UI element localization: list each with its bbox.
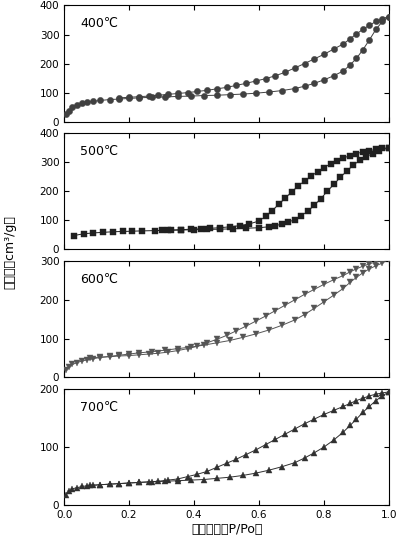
Text: 600℃: 600℃ (80, 273, 118, 285)
X-axis label: 相对压力（P/Po）: 相对压力（P/Po） (191, 523, 262, 536)
Text: 700℃: 700℃ (80, 401, 118, 413)
Text: 吸附量（cm³/g）: 吸附量（cm³/g） (4, 216, 16, 289)
Text: 500℃: 500℃ (80, 145, 118, 158)
Text: 400℃: 400℃ (80, 17, 118, 30)
